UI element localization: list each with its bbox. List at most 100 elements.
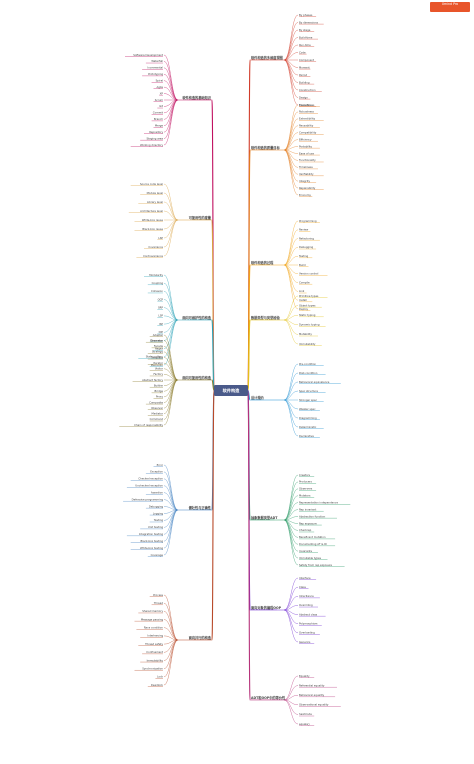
right-leaf-5-1[interactable]: Producers [299, 480, 312, 484]
right-leaf-5-0[interactable]: Creators [299, 473, 311, 477]
right-leaf-2-7[interactable]: Compile [299, 280, 310, 284]
left-leaf-1-3[interactable]: Architecture level [140, 209, 163, 213]
right-leaf-4-2[interactable]: Behavioral equivalence [299, 380, 330, 384]
left-leaf-0-10[interactable]: Branch [154, 117, 164, 121]
left-leaf-3-4[interactable]: Template [151, 355, 163, 359]
left-leaf-2-6[interactable]: ISP [159, 322, 163, 326]
right-leaf-1-0[interactable]: Correctness [299, 103, 315, 107]
right-branch-2[interactable]: 软件构造的过程 [251, 260, 274, 265]
left-leaf-0-3[interactable]: Prototyping [148, 72, 163, 76]
left-branch-2[interactable]: 面向可维护性的构造 [182, 315, 211, 320]
right-leaf-1-2[interactable]: Extendibility [299, 117, 316, 121]
right-leaf-5-8[interactable]: Checkrep [299, 528, 312, 532]
left-leaf-1-2[interactable]: Library level [147, 200, 163, 204]
left-leaf-3-1[interactable]: Decorator [150, 338, 164, 342]
left-leaf-2-3[interactable]: OCP [158, 297, 164, 301]
left-leaf-5-2[interactable]: Shared memory [142, 609, 163, 613]
right-leaf-1-5[interactable]: Efficiency [299, 137, 312, 141]
right-leaf-6-3[interactable]: Overriding [299, 603, 313, 607]
right-branch-6[interactable]: 面向对象的编程OOP [251, 605, 282, 610]
right-leaf-2-1[interactable]: Review [299, 228, 309, 232]
left-branch-0[interactable]: 软件构造的基础知识 [182, 95, 211, 100]
left-leaf-5-9[interactable]: Synchronization [142, 666, 163, 670]
left-leaf-5-4[interactable]: Race condition [144, 626, 164, 630]
left-leaf-3-0[interactable]: Adapter [153, 333, 164, 337]
right-leaf-1-1[interactable]: Robustness [299, 110, 315, 114]
right-leaf-2-5[interactable]: Build [299, 263, 306, 267]
left-leaf-0-7[interactable]: Scrum [155, 98, 164, 102]
right-leaf-4-4[interactable]: Stronger spec [299, 398, 318, 402]
left-leaf-4-10[interactable]: Integration testing [139, 532, 163, 536]
right-leaf-4-3[interactable]: Spec structure [299, 389, 318, 393]
right-branch-3[interactable]: 数据类型与类型检验 [250, 315, 280, 320]
left-leaf-1-8[interactable]: Contravariance [143, 254, 163, 258]
right-leaf-4-1[interactable]: Post-condition [299, 371, 318, 375]
left-leaf-0-4[interactable]: Spiral [156, 79, 164, 83]
right-leaf-0-2[interactable]: By stage [299, 28, 311, 32]
left-leaf-2-10[interactable]: State pattern [146, 355, 164, 359]
right-leaf-6-6[interactable]: Overloading [299, 631, 315, 635]
left-leaf-3-3[interactable]: Strategy [152, 350, 164, 354]
right-leaf-0-4[interactable]: Run-time [299, 43, 311, 47]
root-node[interactable]: 软件构造 [214, 385, 248, 396]
left-leaf-2-0[interactable]: Modularity [149, 273, 163, 277]
left-leaf-1-0[interactable]: Source code level [140, 182, 163, 186]
left-leaf-1-7[interactable]: Covariance [148, 245, 163, 249]
right-branch-5[interactable]: 抽象数据类型ADT [250, 515, 278, 520]
left-leaf-0-14[interactable]: Working directory [140, 143, 163, 147]
left-leaf-5-10[interactable]: Lock [157, 675, 163, 679]
right-leaf-0-3[interactable]: Build-time [299, 35, 313, 39]
right-leaf-0-8[interactable]: Period [299, 73, 307, 77]
right-leaf-1-7[interactable]: Ease of use [299, 151, 314, 155]
left-leaf-2-4[interactable]: SRP [158, 306, 163, 310]
right-leaf-5-10[interactable]: Documenting AF & RI [299, 542, 327, 546]
right-leaf-6-4[interactable]: Abstract class [299, 612, 318, 616]
left-leaf-4-3[interactable]: Unchecked exception [135, 484, 163, 488]
right-leaf-3-0[interactable]: Primitive types [299, 294, 319, 298]
left-leaf-0-11[interactable]: Merge [155, 124, 164, 128]
left-leaf-5-6[interactable]: Thread safety [145, 642, 163, 646]
right-leaf-5-2[interactable]: Observers [299, 487, 313, 491]
right-leaf-6-7[interactable]: Generics [299, 640, 311, 644]
right-leaf-3-2[interactable]: Static typing [299, 313, 316, 317]
left-leaf-5-5[interactable]: Interleaving [147, 634, 163, 638]
right-leaf-0-9[interactable]: Building [299, 80, 310, 84]
left-leaf-1-5[interactable]: Black-box reuse [142, 227, 163, 231]
left-leaf-0-9[interactable]: Commit [153, 111, 163, 115]
right-leaf-2-3[interactable]: Debugging [299, 245, 314, 249]
right-leaf-7-2[interactable]: Behavioral equality [299, 693, 325, 697]
left-branch-1[interactable]: 可复用性的度量 [189, 215, 212, 220]
right-leaf-1-13[interactable]: Economy [299, 193, 311, 197]
right-leaf-5-9[interactable]: Beneficent mutation [299, 535, 326, 539]
right-leaf-0-11[interactable]: Design [299, 95, 308, 99]
right-leaf-6-0[interactable]: Interface [299, 576, 311, 580]
right-branch-0[interactable]: 软件构造的多维度视图 [251, 55, 283, 60]
left-leaf-2-2[interactable]: Cohesion [151, 289, 163, 293]
right-branch-1[interactable]: 软件构造的质量目标 [251, 145, 280, 150]
left-leaf-3-15[interactable]: Command [150, 417, 164, 421]
left-leaf-3-16[interactable]: Chain of responsibility [134, 423, 163, 427]
left-leaf-3-2[interactable]: Facade [154, 344, 164, 348]
left-leaf-2-5[interactable]: LSP [158, 314, 163, 318]
right-leaf-1-8[interactable]: Functionality [299, 158, 316, 162]
right-leaf-7-1[interactable]: Referential equality [299, 683, 325, 687]
right-leaf-3-1[interactable]: Object types [299, 303, 316, 307]
right-leaf-0-0[interactable]: By phases [299, 13, 313, 17]
left-leaf-2-7[interactable]: DIP [159, 330, 164, 334]
left-leaf-4-5[interactable]: Defensive programming [132, 497, 164, 501]
right-leaf-2-10[interactable]: Deploy [299, 307, 309, 311]
right-leaf-1-12[interactable]: Repairability [299, 186, 316, 190]
right-leaf-5-4[interactable]: Representation independence [299, 500, 338, 504]
left-leaf-0-2[interactable]: Incremental [147, 66, 163, 70]
right-leaf-1-10[interactable]: Verifiability [299, 172, 314, 176]
left-leaf-3-12[interactable]: Composite [149, 400, 163, 404]
right-leaf-5-13[interactable]: Safety from rep exposure [299, 563, 332, 567]
left-leaf-2-9[interactable]: Regex [155, 346, 163, 350]
left-leaf-3-9[interactable]: Builder [154, 383, 164, 387]
right-leaf-2-6[interactable]: Version control [299, 272, 319, 276]
left-leaf-4-9[interactable]: Unit testing [148, 525, 163, 529]
left-leaf-3-5[interactable]: Iterator [153, 361, 164, 365]
left-branch-4[interactable]: 健壮性与正确性 [189, 505, 212, 510]
left-leaf-2-8[interactable]: Grammar [151, 338, 164, 342]
left-leaf-4-13[interactable]: Coverage [151, 553, 164, 557]
